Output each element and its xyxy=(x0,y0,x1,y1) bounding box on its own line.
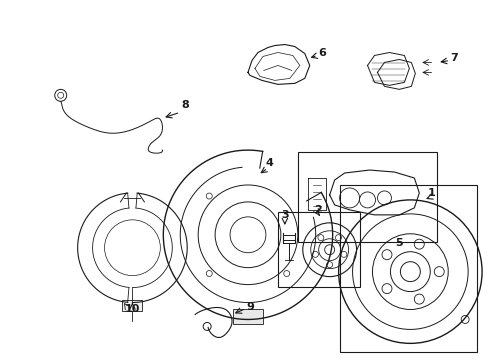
Text: 7: 7 xyxy=(449,54,457,63)
Bar xyxy=(122,300,142,311)
Text: 8: 8 xyxy=(181,100,189,110)
Text: 4: 4 xyxy=(265,158,273,168)
Text: 9: 9 xyxy=(245,302,253,311)
Bar xyxy=(339,185,476,352)
Text: 10: 10 xyxy=(124,305,140,315)
Text: 5: 5 xyxy=(395,238,403,248)
Text: 2: 2 xyxy=(313,205,321,215)
Text: 3: 3 xyxy=(281,210,288,220)
Text: 6: 6 xyxy=(317,49,325,58)
Text: 1: 1 xyxy=(427,188,434,198)
Bar xyxy=(233,310,263,324)
Bar xyxy=(297,152,436,242)
Bar xyxy=(277,212,359,287)
